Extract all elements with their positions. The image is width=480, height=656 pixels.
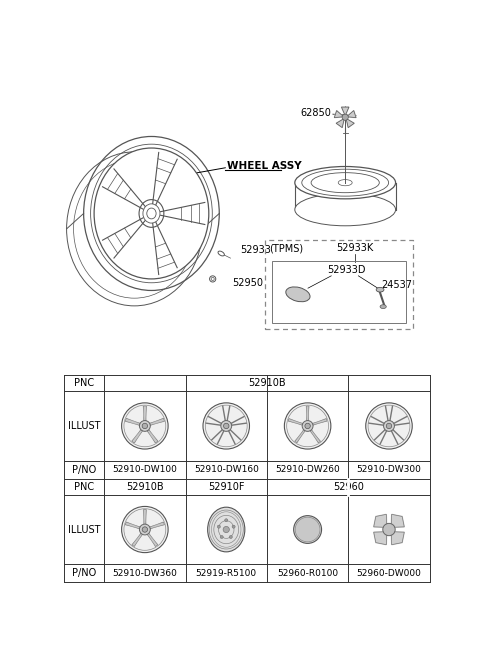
Ellipse shape (376, 287, 384, 292)
Circle shape (121, 403, 168, 449)
Polygon shape (336, 119, 344, 127)
Text: 52933K: 52933K (336, 243, 373, 253)
Text: P/NO: P/NO (72, 464, 96, 475)
Text: ILLUST: ILLUST (68, 421, 100, 431)
Polygon shape (374, 532, 387, 544)
Circle shape (221, 420, 232, 432)
Circle shape (203, 403, 250, 449)
Text: 52960-R0100: 52960-R0100 (277, 569, 338, 578)
Circle shape (294, 516, 322, 543)
Circle shape (121, 506, 168, 552)
Text: 52910-DW160: 52910-DW160 (194, 465, 259, 474)
Polygon shape (391, 532, 404, 544)
Circle shape (223, 527, 229, 533)
Ellipse shape (380, 305, 386, 308)
Ellipse shape (94, 148, 209, 279)
Polygon shape (391, 514, 404, 527)
Text: P/NO: P/NO (72, 568, 96, 579)
Polygon shape (132, 533, 143, 546)
Text: 52910-DW360: 52910-DW360 (112, 569, 177, 578)
Text: KIА: KIА (300, 525, 315, 535)
Polygon shape (150, 419, 165, 425)
Text: 52910B: 52910B (248, 378, 286, 388)
Circle shape (139, 420, 150, 432)
Text: 52933D: 52933D (327, 264, 366, 275)
Text: KIА: KIА (384, 527, 395, 533)
Text: 52910-DW300: 52910-DW300 (357, 465, 421, 474)
Circle shape (142, 423, 147, 428)
Bar (265, 240, 413, 329)
Ellipse shape (295, 194, 396, 226)
Polygon shape (341, 107, 349, 115)
Text: (TPMS): (TPMS) (269, 243, 303, 253)
Polygon shape (374, 514, 387, 527)
Circle shape (232, 525, 235, 528)
Polygon shape (347, 111, 356, 117)
Ellipse shape (295, 167, 396, 199)
Circle shape (305, 423, 311, 428)
Polygon shape (125, 522, 140, 529)
Circle shape (295, 517, 320, 542)
Text: 52910-DW100: 52910-DW100 (112, 465, 177, 474)
Circle shape (386, 423, 392, 428)
Polygon shape (125, 419, 140, 425)
Text: 52960: 52960 (333, 482, 364, 492)
Polygon shape (312, 419, 327, 425)
Polygon shape (132, 430, 143, 443)
Circle shape (142, 527, 147, 532)
Text: 52910F: 52910F (208, 482, 244, 492)
Circle shape (229, 535, 232, 539)
Polygon shape (335, 111, 344, 117)
Text: ILLUST: ILLUST (68, 525, 100, 535)
Text: PNC: PNC (74, 482, 94, 492)
Bar (272, 261, 407, 323)
Text: 52910-DW260: 52910-DW260 (275, 465, 340, 474)
Circle shape (220, 535, 223, 539)
Polygon shape (346, 119, 354, 127)
Text: 52933: 52933 (240, 245, 271, 255)
Polygon shape (147, 430, 158, 443)
Circle shape (217, 525, 220, 528)
Polygon shape (295, 430, 305, 443)
Text: 24537: 24537 (382, 280, 413, 290)
Polygon shape (310, 430, 321, 443)
Text: PNC: PNC (74, 378, 94, 388)
Polygon shape (147, 533, 158, 546)
Circle shape (302, 420, 313, 432)
Polygon shape (288, 419, 303, 425)
Polygon shape (144, 510, 146, 524)
Text: WHEEL ASSY: WHEEL ASSY (227, 161, 301, 171)
Circle shape (383, 523, 395, 536)
Circle shape (384, 420, 395, 432)
Circle shape (284, 403, 331, 449)
Polygon shape (306, 406, 309, 420)
Circle shape (366, 403, 412, 449)
Text: 52950: 52950 (232, 277, 263, 288)
Polygon shape (150, 522, 165, 529)
Text: 52960-DW000: 52960-DW000 (357, 569, 421, 578)
Ellipse shape (286, 287, 310, 302)
Circle shape (225, 519, 228, 522)
Text: 52910B: 52910B (126, 482, 164, 492)
Polygon shape (144, 406, 146, 420)
Text: 62850: 62850 (300, 108, 331, 118)
Circle shape (139, 524, 150, 535)
Ellipse shape (208, 507, 245, 552)
Text: 52919-R5100: 52919-R5100 (196, 569, 257, 578)
Circle shape (342, 114, 348, 120)
Circle shape (224, 423, 229, 428)
